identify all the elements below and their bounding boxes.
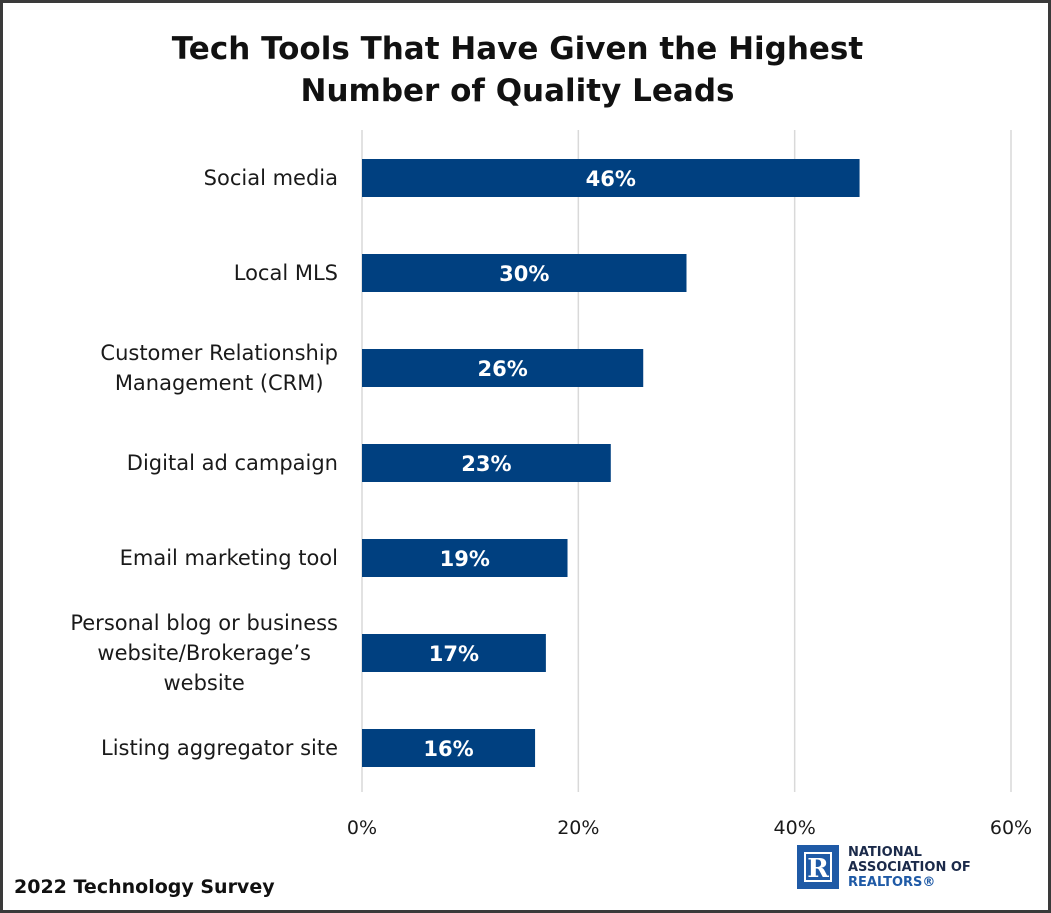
logo-line-3: REALTORS® — [848, 875, 936, 890]
category-label-0-line-0: Social media — [204, 166, 338, 190]
value-label-6: 16% — [423, 737, 473, 761]
x-tick-label-2: 40% — [774, 817, 816, 839]
logo-wordmark: NATIONAL ASSOCIATION OF REALTORS® — [848, 845, 971, 890]
bar-6 — [362, 729, 536, 767]
bar-0 — [362, 159, 860, 197]
value-label-3: 23% — [461, 452, 511, 476]
bar-3 — [362, 444, 611, 482]
chart-title: Tech Tools That Have Given the Highest N… — [0, 28, 1035, 112]
category-label-6: Listing aggregator site — [101, 736, 338, 760]
chart-title-line-2: Number of Quality Leads — [300, 73, 735, 109]
category-label-1: Local MLS — [234, 261, 338, 285]
category-label-2-line-1: Management (CRM) — [115, 371, 324, 395]
x-tick-label-1: 20% — [557, 817, 599, 839]
logo-line-2: ASSOCIATION OF — [848, 860, 971, 875]
bar-2 — [362, 349, 644, 387]
category-label-6-line-0: Listing aggregator site — [101, 736, 338, 760]
realtor-r-icon: R — [797, 845, 839, 889]
category-label-2: Customer Relationship Management (CRM) — [100, 341, 338, 395]
source-footer: 2022 Technology Survey — [14, 876, 275, 898]
bar-1 — [362, 254, 687, 292]
category-label-4-line-0: Email marketing tool — [120, 546, 338, 570]
bar-4 — [362, 539, 568, 577]
chart-title-line-1: Tech Tools That Have Given the Highest — [171, 31, 864, 67]
value-label-0: 46% — [586, 167, 636, 191]
bar-5 — [362, 634, 546, 672]
x-tick-label-3: 60% — [990, 817, 1032, 839]
value-label-1: 30% — [499, 262, 549, 286]
value-label-2: 26% — [477, 357, 527, 381]
category-label-2-line-0: Customer Relationship — [100, 341, 338, 365]
category-label-4: Email marketing tool — [120, 546, 338, 570]
category-label-3-line-0: Digital ad campaign — [127, 451, 338, 475]
realtors-logo: R NATIONAL ASSOCIATION OF REALTORS® — [797, 843, 1037, 893]
category-label-5-line-2: website — [163, 671, 244, 695]
category-label-5-line-0: Personal blog or business — [70, 611, 338, 635]
x-tick-label-0: 0% — [347, 817, 377, 839]
category-label-5-line-1: website/Brokerage’s — [97, 641, 311, 665]
category-label-0: Social media — [204, 166, 338, 190]
logo-line-1: NATIONAL — [848, 845, 922, 860]
category-label-3: Digital ad campaign — [127, 451, 338, 475]
category-label-5: Personal blog or business website/Brokera… — [70, 611, 338, 695]
value-label-4: 19% — [440, 547, 490, 571]
value-label-5: 17% — [429, 642, 479, 666]
category-label-1-line-0: Local MLS — [234, 261, 338, 285]
